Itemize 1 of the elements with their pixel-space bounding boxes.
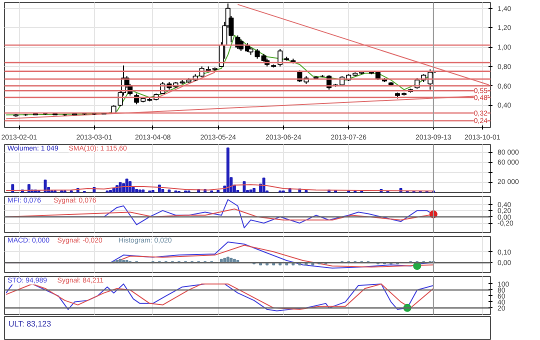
text: ULT: 83,123	[8, 320, 52, 328]
